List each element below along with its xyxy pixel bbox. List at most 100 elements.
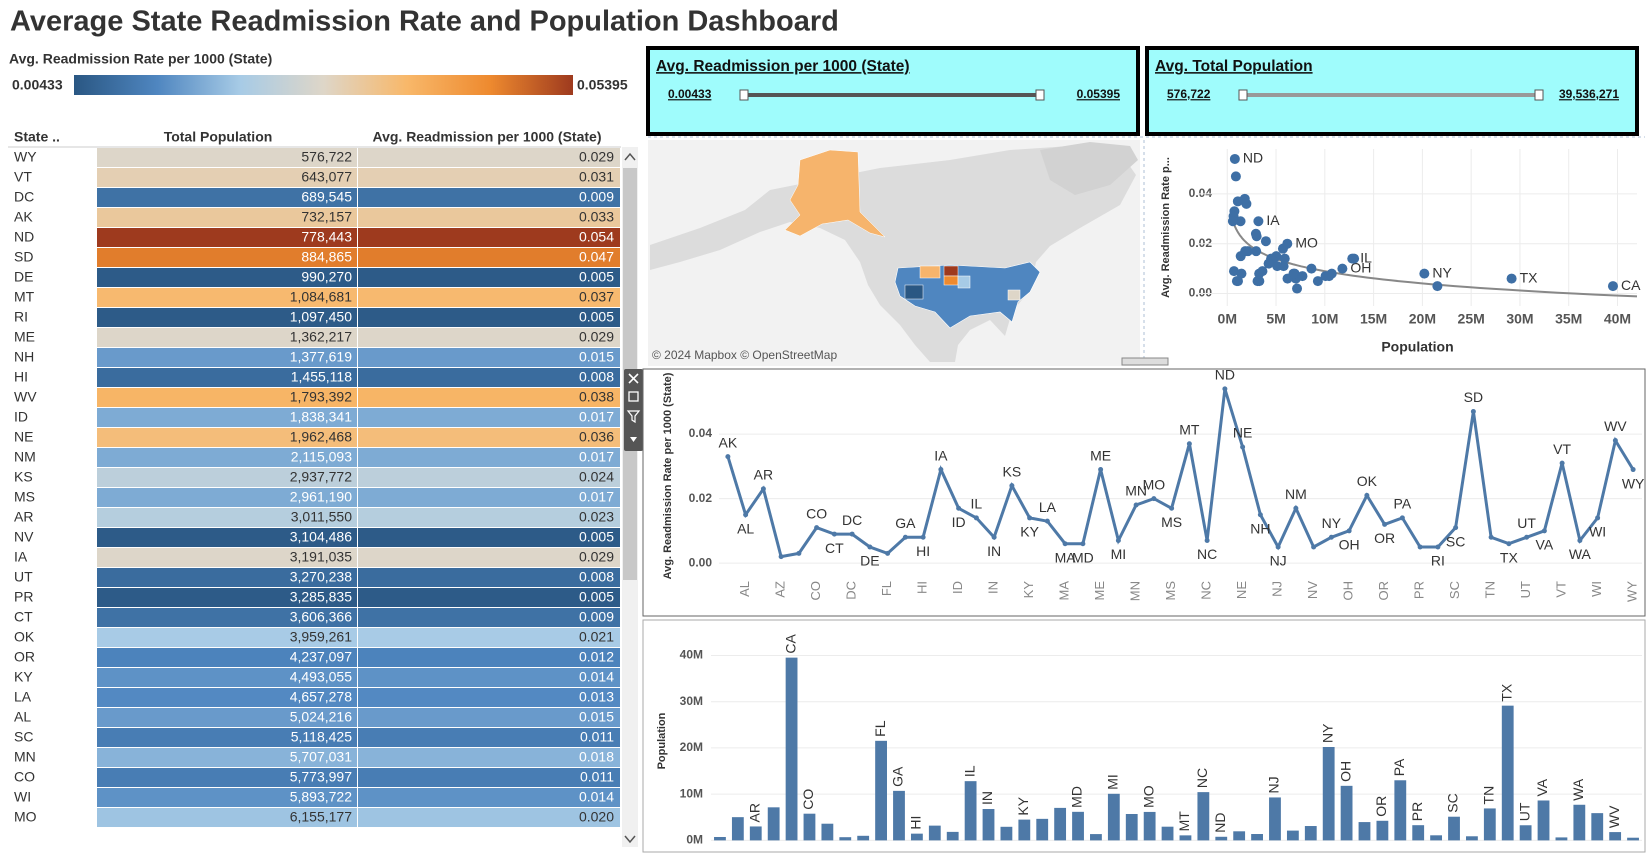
line-point[interactable] xyxy=(1541,528,1547,534)
line-point[interactable] xyxy=(1577,538,1583,544)
line-point[interactable] xyxy=(1470,408,1476,414)
line-point[interactable] xyxy=(1612,438,1618,444)
scatter-point[interactable] xyxy=(1349,253,1360,264)
bar[interactable] xyxy=(803,813,816,841)
line-point[interactable] xyxy=(1115,538,1121,544)
scatter-point[interactable] xyxy=(1254,276,1265,287)
scatter-point[interactable] xyxy=(1506,273,1517,284)
bar[interactable] xyxy=(1322,747,1335,841)
bar[interactable] xyxy=(1107,793,1120,841)
line-point[interactable] xyxy=(1435,544,1441,550)
line-point[interactable] xyxy=(902,534,908,540)
scroll-down[interactable] xyxy=(624,835,636,844)
bar[interactable] xyxy=(1054,807,1067,841)
line-point[interactable] xyxy=(1506,541,1512,547)
bar[interactable] xyxy=(1090,834,1102,841)
line-point[interactable] xyxy=(760,486,766,492)
bar[interactable] xyxy=(767,807,780,841)
line-point[interactable] xyxy=(1399,515,1405,521)
filter-icon[interactable] xyxy=(626,410,641,424)
bar[interactable] xyxy=(1197,792,1210,841)
line-point[interactable] xyxy=(743,512,749,518)
scatter-point[interactable] xyxy=(1254,268,1265,279)
line-point[interactable] xyxy=(867,544,873,550)
line-point[interactable] xyxy=(831,531,837,537)
resize-handle[interactable] xyxy=(1121,357,1169,366)
bar[interactable] xyxy=(1466,836,1478,841)
bar[interactable] xyxy=(839,837,852,841)
scatter-point[interactable] xyxy=(1235,216,1246,227)
bar[interactable] xyxy=(1179,835,1192,841)
scatter-point[interactable] xyxy=(1272,261,1283,272)
line-point[interactable] xyxy=(1559,460,1565,466)
scatter-point[interactable] xyxy=(1324,271,1335,282)
bar[interactable] xyxy=(1018,819,1031,841)
bar[interactable] xyxy=(1304,826,1317,841)
scatter-point[interactable] xyxy=(1312,276,1323,287)
bar[interactable] xyxy=(714,836,726,841)
line-point[interactable] xyxy=(1240,444,1246,450)
line-point[interactable] xyxy=(1417,544,1423,550)
bar[interactable] xyxy=(982,809,995,841)
bar[interactable] xyxy=(785,657,798,841)
scatter-point[interactable] xyxy=(1432,281,1443,292)
bar[interactable] xyxy=(1286,830,1299,841)
line-point[interactable] xyxy=(1062,541,1068,547)
scatter-point[interactable] xyxy=(1263,258,1274,269)
bar[interactable] xyxy=(1072,811,1084,841)
line-point[interactable] xyxy=(1169,505,1175,511)
scatter-point[interactable] xyxy=(1229,153,1240,164)
line-point[interactable] xyxy=(1009,483,1015,489)
bar[interactable] xyxy=(1537,800,1550,841)
line-point[interactable] xyxy=(814,525,820,531)
line-point[interactable] xyxy=(796,550,802,556)
line-point[interactable] xyxy=(1595,515,1601,521)
line-point[interactable] xyxy=(991,534,997,540)
scatter-point[interactable] xyxy=(1282,273,1293,284)
bar[interactable] xyxy=(1233,831,1246,841)
bar[interactable] xyxy=(910,833,923,841)
scatter-point[interactable] xyxy=(1251,246,1262,257)
bar[interactable] xyxy=(857,835,870,841)
bar[interactable] xyxy=(893,790,905,841)
line-point[interactable] xyxy=(1027,515,1033,521)
scatter-point[interactable] xyxy=(1282,238,1293,249)
bar[interactable] xyxy=(1215,836,1228,841)
bar[interactable] xyxy=(1143,811,1156,841)
bar[interactable] xyxy=(1161,826,1174,841)
line-point[interactable] xyxy=(1186,441,1192,447)
bar[interactable] xyxy=(1125,813,1138,841)
bar[interactable] xyxy=(1358,822,1371,841)
line-point[interactable] xyxy=(956,505,962,511)
scatter-point[interactable] xyxy=(1239,193,1250,204)
bar[interactable] xyxy=(928,825,941,841)
bar[interactable] xyxy=(1591,813,1604,841)
bar[interactable] xyxy=(1036,818,1049,841)
slider-handle[interactable] xyxy=(1238,89,1248,101)
scatter-point[interactable] xyxy=(1235,251,1246,262)
scatter-point[interactable] xyxy=(1236,268,1247,279)
line-point[interactable] xyxy=(1204,538,1210,544)
line-point[interactable] xyxy=(1488,534,1494,540)
line-point[interactable] xyxy=(849,531,855,537)
line-point[interactable] xyxy=(1382,521,1388,527)
bar[interactable] xyxy=(1627,837,1639,841)
line-point[interactable] xyxy=(885,550,891,556)
bar[interactable] xyxy=(1251,834,1263,841)
line-point[interactable] xyxy=(938,467,944,473)
bar[interactable] xyxy=(731,817,744,841)
scatter-point[interactable] xyxy=(1242,246,1253,257)
bar[interactable] xyxy=(821,823,834,841)
column-header[interactable]: State .. xyxy=(14,129,60,145)
line-point[interactable] xyxy=(1222,386,1228,392)
scatter-point[interactable] xyxy=(1250,228,1261,239)
scatter-point[interactable] xyxy=(1227,216,1238,227)
more-icon[interactable] xyxy=(630,437,637,442)
column-header[interactable]: Total Population xyxy=(164,129,273,145)
bar[interactable] xyxy=(1609,832,1622,841)
line-point[interactable] xyxy=(1098,467,1104,473)
bar[interactable] xyxy=(1519,825,1532,841)
bar[interactable] xyxy=(749,826,762,841)
line-point[interactable] xyxy=(1364,492,1370,498)
line-point[interactable] xyxy=(1346,528,1352,534)
